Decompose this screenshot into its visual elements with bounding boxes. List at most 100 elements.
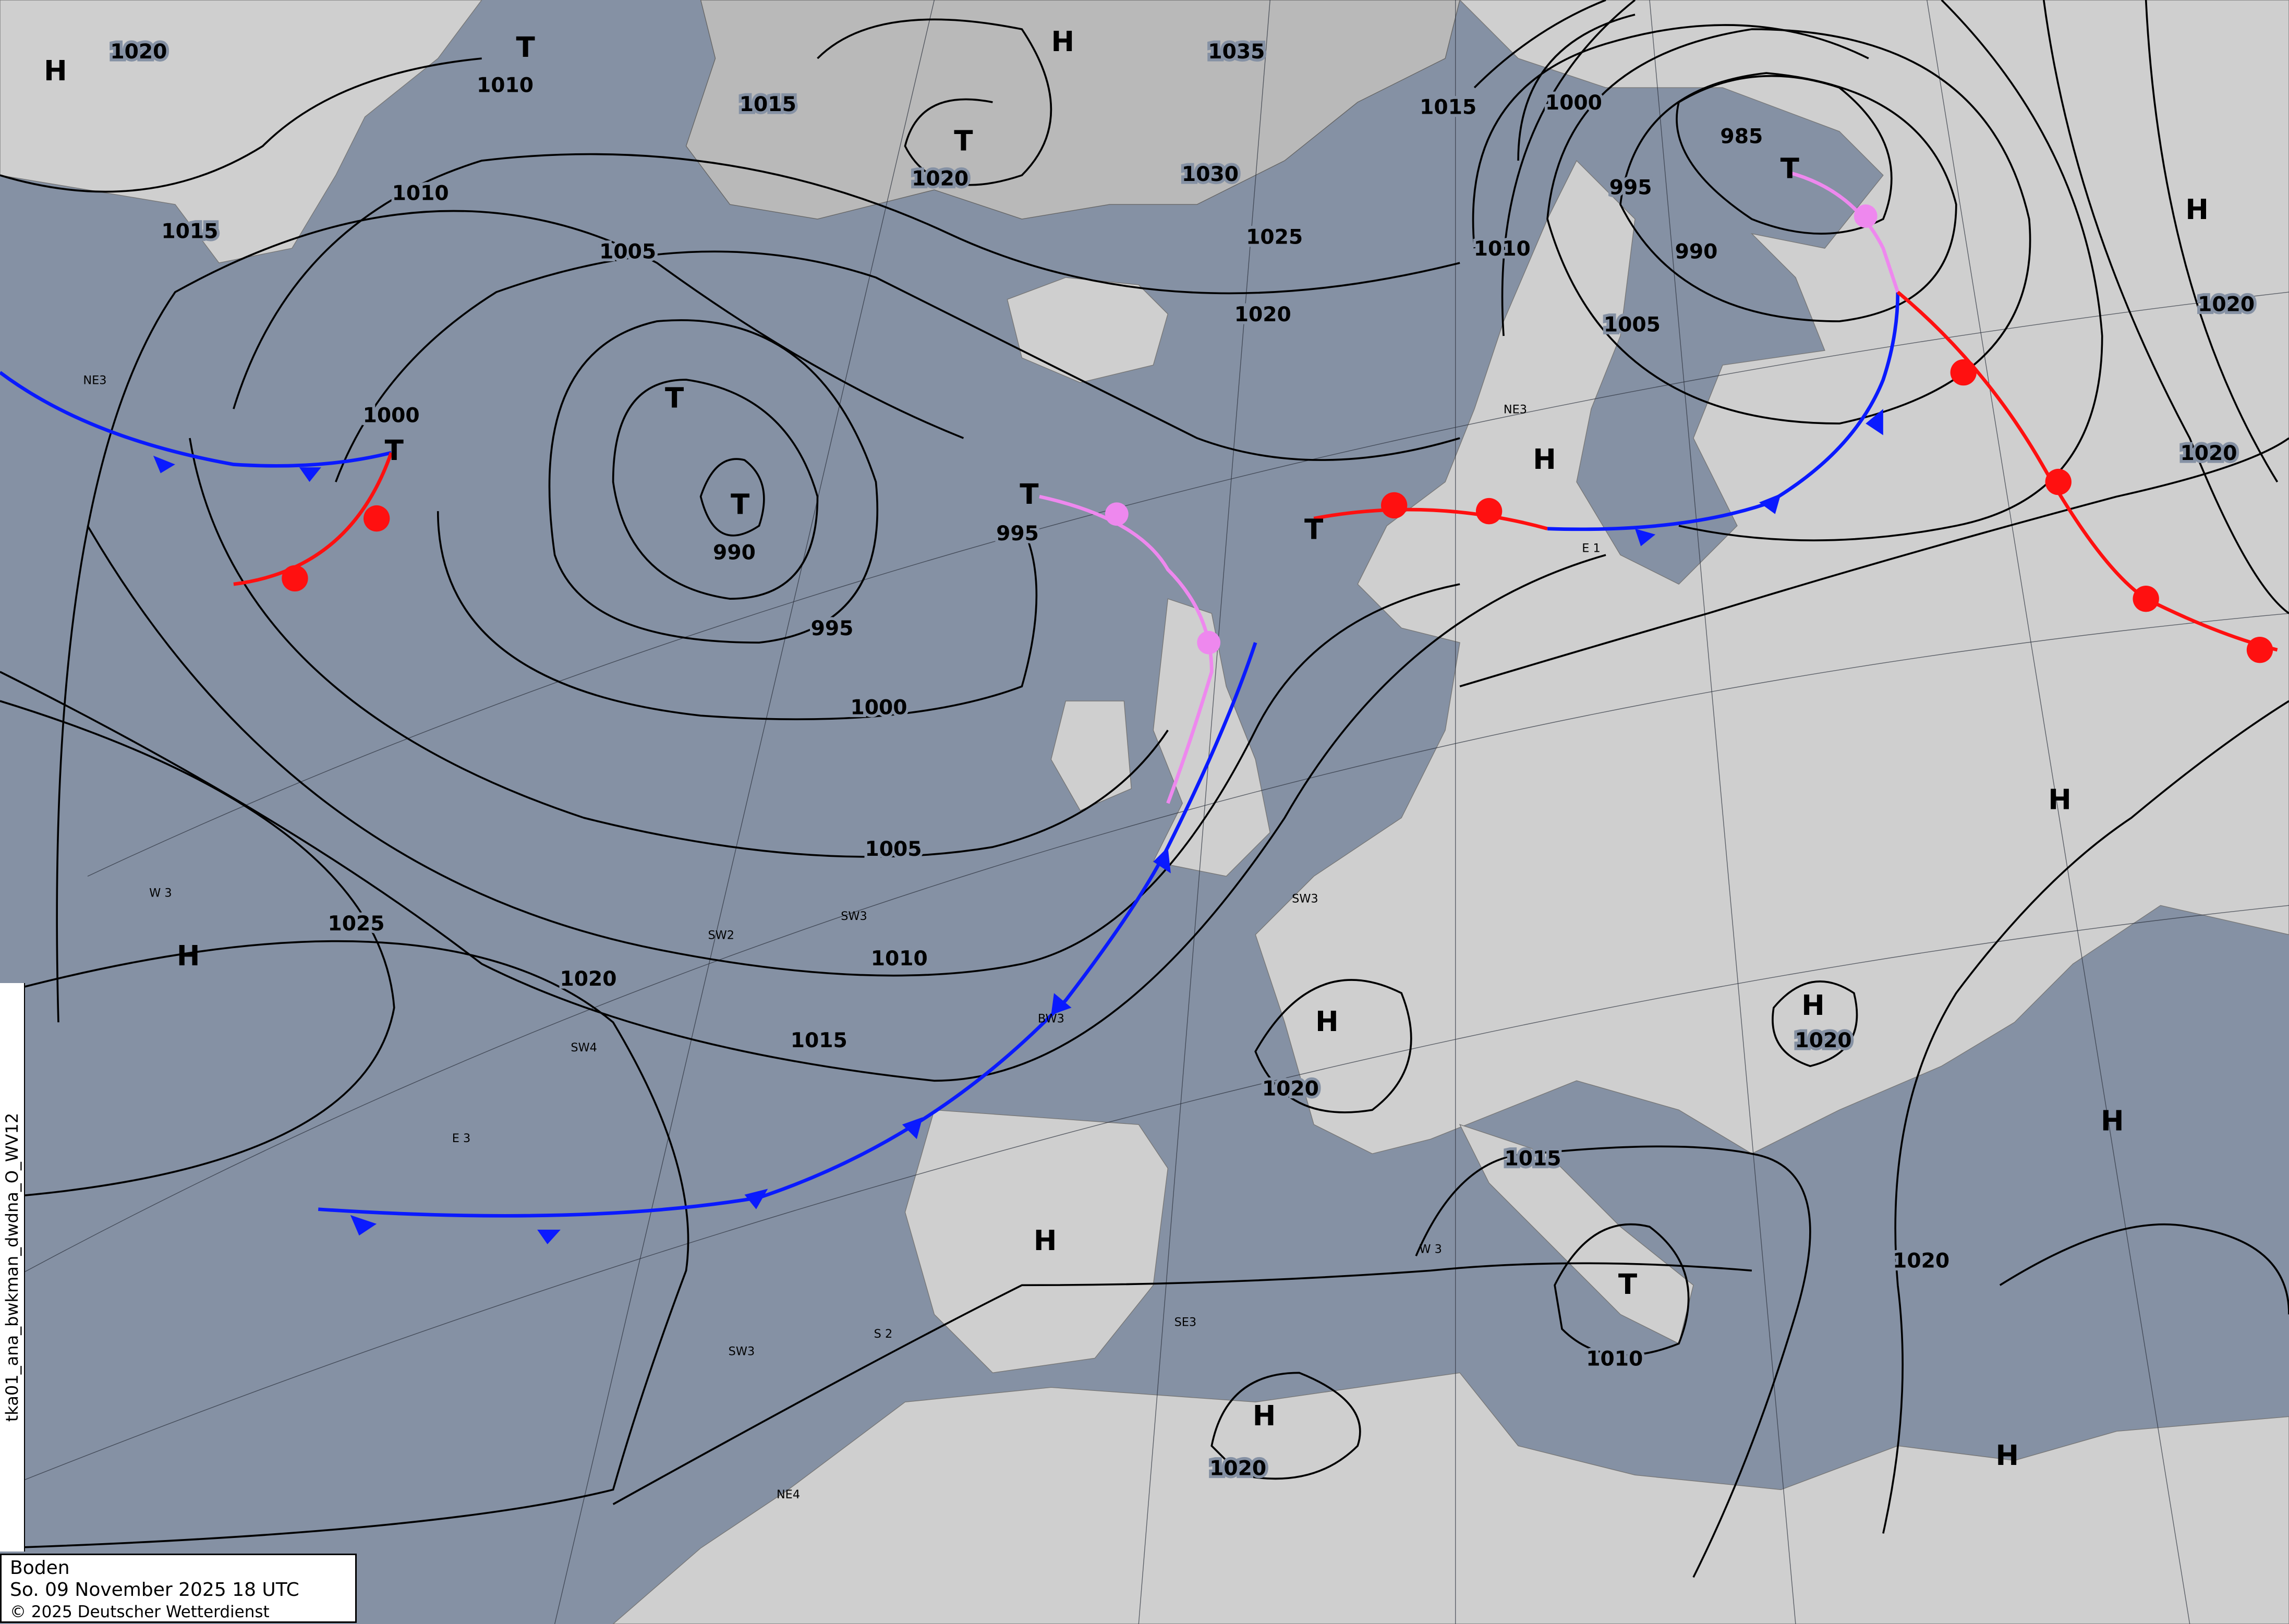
pressure-center: T xyxy=(1618,1268,1637,1301)
warm-front xyxy=(1313,507,1548,530)
pressure-center: T xyxy=(1304,513,1323,546)
pressure-center: H xyxy=(2101,1105,2124,1137)
pressure-center: H xyxy=(44,55,67,87)
zone-label: SW4 xyxy=(571,1041,597,1055)
warm-front xyxy=(233,452,393,586)
isobar-label: 990 xyxy=(713,541,756,565)
pressure-center: H xyxy=(1533,443,1556,476)
pressure-center: H xyxy=(1996,1439,2019,1472)
zone-label: SW2 xyxy=(708,929,734,942)
zone-label: NE4 xyxy=(777,1488,800,1501)
isobar-label: 1010 xyxy=(392,182,449,205)
pressure-center: H xyxy=(1034,1225,1057,1257)
isobar-label: 1005 xyxy=(865,838,922,861)
isobar-label: 1020 xyxy=(110,40,167,64)
zone-label: NE3 xyxy=(83,373,106,387)
isobar-label: 1010 xyxy=(1474,237,1531,261)
iberia xyxy=(904,1109,1169,1374)
datetime-label: So. 09 November 2025 18 UTC xyxy=(10,1579,299,1601)
isobar-label: 1020 xyxy=(1262,1077,1319,1100)
isobar-label: 1010 xyxy=(477,74,534,97)
map-legend: Boden So. 09 November 2025 18 UTC © 2025… xyxy=(0,1554,357,1623)
zone-label: E 1 xyxy=(1582,542,1600,555)
pressure-center: T xyxy=(385,434,404,467)
isobar-label: 1005 xyxy=(1604,313,1661,337)
pressure-center: H xyxy=(177,940,200,972)
isobar-label: 1010 xyxy=(1586,1347,1643,1371)
zone-labels: NE3 W 3 E 3 SW2 SW4 SW3 SW3 SE3 S 2 NE4 E 1 NE3 W 3 B… xyxy=(83,373,1600,1501)
isobar-label: 1020 xyxy=(2198,293,2255,316)
cold-front xyxy=(0,371,392,468)
level-label: Boden xyxy=(10,1557,70,1579)
pressure-center: T xyxy=(1020,478,1038,511)
isobars xyxy=(0,0,2289,1578)
occlusion-symbols xyxy=(1105,204,1878,655)
isobar-label: 1020 xyxy=(1234,303,1291,326)
scandinavia-russia xyxy=(1255,0,2289,1155)
pressure-center: T xyxy=(665,382,684,414)
cold-front-symbols xyxy=(153,409,1883,1244)
isobar-label: 990 xyxy=(1675,240,1718,264)
canada-arctic xyxy=(0,0,482,263)
pressure-center: T xyxy=(1781,153,1799,185)
isobar-label: 1015 xyxy=(161,220,218,243)
isobar-label: 1020 xyxy=(1209,1457,1266,1480)
pressure-center: H xyxy=(2185,193,2209,226)
product-id: tka01_ana_bwkman_dwdna_O_WV12 xyxy=(2,1112,22,1422)
iceland xyxy=(1007,277,1169,383)
isobar-label: 1000 xyxy=(1545,91,1602,115)
pressure-center: T xyxy=(731,489,749,521)
product-id-label: tka01_ana_bwkman_dwdna_O_WV12 xyxy=(0,983,25,1552)
zone-label: W 3 xyxy=(1419,1243,1442,1256)
british-isles xyxy=(1050,598,1270,877)
isobar-label: 1020 xyxy=(1795,1029,1852,1052)
isobar-label: 1005 xyxy=(599,240,656,264)
pressure-centers: H T H T T T T T T H T H H H H H H T H H H xyxy=(44,26,2209,1472)
pressure-center: T xyxy=(954,125,973,157)
copyright-label: © 2025 Deutscher Wetterdienst xyxy=(10,1603,270,1621)
isobar-label: 1015 xyxy=(1420,95,1476,119)
isobar-label: 1020 xyxy=(2181,442,2237,465)
isobar-label: 1020 xyxy=(1893,1250,1949,1273)
zone-label: W 3 xyxy=(149,886,172,900)
zone-label: NE3 xyxy=(1504,403,1527,416)
pressure-center: H xyxy=(1253,1400,1276,1432)
isobar-label: 1025 xyxy=(1246,226,1303,249)
isobar-label: 1015 xyxy=(1505,1147,1561,1171)
isobar-label: 1000 xyxy=(363,404,420,427)
isobar-label: 1000 xyxy=(851,696,907,719)
pressure-center: H xyxy=(1801,989,1825,1022)
zone-label: SW3 xyxy=(841,910,867,923)
north-africa xyxy=(612,1372,2289,1624)
isobar-label: 1010 xyxy=(871,947,928,971)
pressure-center: H xyxy=(1051,26,1074,58)
occlusion-front xyxy=(1788,171,1900,293)
pressure-center: H xyxy=(1315,1005,1339,1038)
isobar-label: 995 xyxy=(811,617,854,640)
isobar-label: 1020 xyxy=(560,967,617,991)
cold-front xyxy=(318,642,1257,1218)
isobar-label: 995 xyxy=(996,522,1039,546)
isobar-labels: 1020 1015 1010 1005 1000 995 1000 990 1005 1010 10… xyxy=(107,37,2258,1483)
isobar-label: 995 xyxy=(1609,176,1652,199)
cold-front xyxy=(1547,292,1900,531)
warm-front-symbols xyxy=(282,359,2273,663)
pressure-center: H xyxy=(2048,783,2072,816)
isobar-label: 1035 xyxy=(1208,40,1265,64)
isobar-label: 985 xyxy=(1720,125,1763,148)
isobar-label: 1030 xyxy=(1182,163,1239,186)
zone-label: SE3 xyxy=(1174,1316,1197,1329)
zone-label: BW3 xyxy=(1038,1012,1064,1025)
isobar-label: 1015 xyxy=(740,93,796,116)
zone-label: SW3 xyxy=(1292,892,1318,906)
pressure-center: T xyxy=(516,31,535,64)
isobar-label: 1025 xyxy=(328,912,384,936)
fronts xyxy=(0,171,2278,1244)
zone-label: SW3 xyxy=(729,1345,755,1359)
zone-label: E 3 xyxy=(452,1132,470,1145)
zone-label: S 2 xyxy=(874,1327,893,1341)
greenland xyxy=(685,0,1460,220)
